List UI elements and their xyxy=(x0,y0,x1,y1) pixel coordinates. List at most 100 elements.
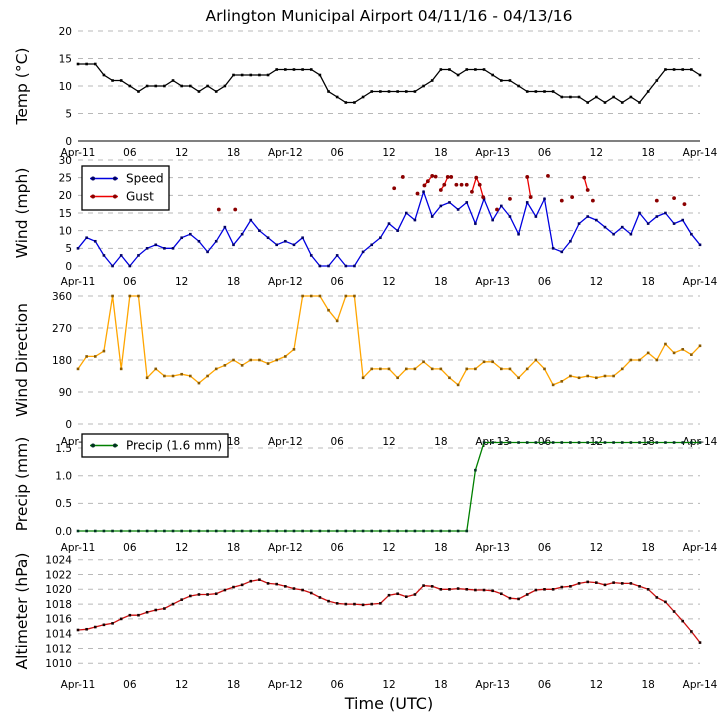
temperature-temp-marker xyxy=(301,68,304,71)
wind-direction-direction-marker xyxy=(258,358,261,362)
wind-speed-marker xyxy=(655,215,659,218)
precipitation-precip-marker xyxy=(379,529,382,533)
wind-direction-x-tick-label: 18 xyxy=(434,436,447,448)
precipitation-precip-marker xyxy=(344,529,348,533)
altimeter-y-tick-label: 1018 xyxy=(45,599,72,611)
altimeter-altimeter-marker xyxy=(430,585,434,588)
wind-y-tick-label: 5 xyxy=(65,243,72,255)
altimeter-x-tick-label: 06 xyxy=(123,679,137,691)
temperature-temp-marker xyxy=(85,62,88,66)
wind-gust-point xyxy=(392,186,397,191)
altimeter-altimeter-marker xyxy=(189,594,192,598)
altimeter-altimeter-marker xyxy=(137,613,140,617)
altimeter-altimeter-marker xyxy=(171,602,175,606)
precipitation-legend-box xyxy=(81,433,229,458)
altimeter-altimeter-marker xyxy=(586,580,589,584)
temperature-x-tick-label: 12 xyxy=(175,147,188,159)
altimeter-altimeter-marker xyxy=(439,588,443,591)
x-axis-label: Time (UTC) xyxy=(344,694,434,713)
wind-speed-marker xyxy=(353,264,356,268)
wind-gust-point xyxy=(470,189,474,194)
altimeter-x-tick-label: Apr-14 xyxy=(683,679,718,691)
wind-gust-segment xyxy=(526,176,532,198)
wind-direction-direction-marker xyxy=(197,381,201,385)
altimeter-x-tick-label: 18 xyxy=(641,679,654,691)
temperature-y-tick-label: 0 xyxy=(65,136,72,148)
wind-direction-direction-marker xyxy=(629,358,633,362)
temperature-temp-marker xyxy=(353,101,356,104)
altimeter-altimeter-marker xyxy=(370,602,374,606)
altimeter-altimeter-marker xyxy=(379,602,382,605)
altimeter-altimeter-marker xyxy=(517,597,520,601)
precipitation-precip-marker xyxy=(551,441,555,444)
temperature-temp-marker xyxy=(396,90,399,93)
wind-direction-direction-marker xyxy=(301,294,304,298)
wind-direction-direction-marker xyxy=(370,367,374,371)
altimeter-altimeter-marker xyxy=(482,588,486,592)
wind-direction-direction-marker xyxy=(379,367,382,371)
wind-direction-direction-marker xyxy=(266,362,270,365)
wind-gust-point xyxy=(415,191,420,196)
wind-direction-direction-marker xyxy=(137,294,140,298)
wind-direction-direction-marker xyxy=(344,294,348,298)
temperature-temp-marker xyxy=(413,90,417,93)
wind-speed-marker xyxy=(560,250,564,254)
altimeter-altimeter-marker xyxy=(154,608,158,612)
temperature-temp-marker xyxy=(180,84,183,88)
altimeter-y-tick-label: 1014 xyxy=(45,629,72,641)
wind-y-tick-label: 20 xyxy=(59,190,72,202)
wind-speed-marker xyxy=(474,222,477,225)
wind-direction-direction-marker xyxy=(569,374,572,378)
precipitation-precip-marker xyxy=(595,441,598,444)
wind-x-tick-label: 06 xyxy=(123,276,137,288)
wind-speed-marker xyxy=(620,225,624,229)
y-axis-label-direction: Wind Direction xyxy=(13,303,31,417)
wind-speed-marker xyxy=(163,247,166,250)
wind-direction-direction-marker xyxy=(612,374,615,378)
wind-direction-direction-marker xyxy=(284,355,287,358)
temperature-temp-marker xyxy=(681,68,685,71)
wind-speed-marker xyxy=(577,222,581,225)
wind-x-tick-label: Apr-13 xyxy=(475,276,510,288)
wind-direction-y-tick-label: 90 xyxy=(59,387,72,399)
wind-speed-marker xyxy=(171,247,175,250)
wind-gust-point xyxy=(400,175,405,179)
wind-speed-marker xyxy=(439,204,443,208)
temperature-temp-marker xyxy=(128,84,132,88)
precipitation-precip-marker xyxy=(517,441,520,444)
temperature-x-tick-label: 18 xyxy=(227,147,240,159)
precipitation-precip-marker xyxy=(646,441,650,444)
temperature-x-tick-label: 06 xyxy=(538,147,552,159)
precipitation-x-tick-label: Apr-13 xyxy=(475,542,510,554)
wind-gust-point xyxy=(445,175,450,179)
wind-speed-marker xyxy=(249,218,253,222)
altimeter-altimeter-marker xyxy=(664,600,667,604)
temperature-temp-marker xyxy=(223,84,227,88)
altimeter-altimeter-marker xyxy=(145,610,149,614)
wind-direction-direction-marker xyxy=(508,367,512,371)
altimeter-altimeter-marker xyxy=(534,588,538,592)
wind-speed-marker xyxy=(214,239,218,243)
temperature-x-tick-label: 12 xyxy=(382,147,395,159)
temperature-x-tick-label: Apr-12 xyxy=(268,147,303,159)
temperature-y-tick-label: 15 xyxy=(59,53,72,65)
precipitation-precip-marker xyxy=(456,529,460,533)
wind-direction-direction-marker xyxy=(525,367,529,371)
precipitation-precip-marker xyxy=(275,529,278,533)
precipitation-precip-marker xyxy=(327,529,330,533)
precipitation-x-tick-label: 18 xyxy=(227,542,240,554)
temperature-temp-marker xyxy=(171,79,175,82)
altimeter-altimeter-marker xyxy=(292,587,296,590)
wind-speed-marker xyxy=(543,197,546,201)
wind-speed-marker xyxy=(456,208,460,211)
altimeter-x-tick-label: 12 xyxy=(590,679,603,691)
altimeter-altimeter-marker xyxy=(525,593,529,596)
wind-gust-point xyxy=(508,196,512,201)
wind-y-tick-label: 30 xyxy=(59,155,72,167)
wind-direction-x-tick-label: 18 xyxy=(227,436,240,448)
wind-direction-direction-marker xyxy=(353,294,356,298)
y-axis-label-altimeter: Altimeter (hPa) xyxy=(13,552,31,670)
wind-speed-marker xyxy=(465,201,469,204)
wind-gust-point xyxy=(442,182,447,187)
altimeter-y-tick-label: 1010 xyxy=(45,658,72,670)
